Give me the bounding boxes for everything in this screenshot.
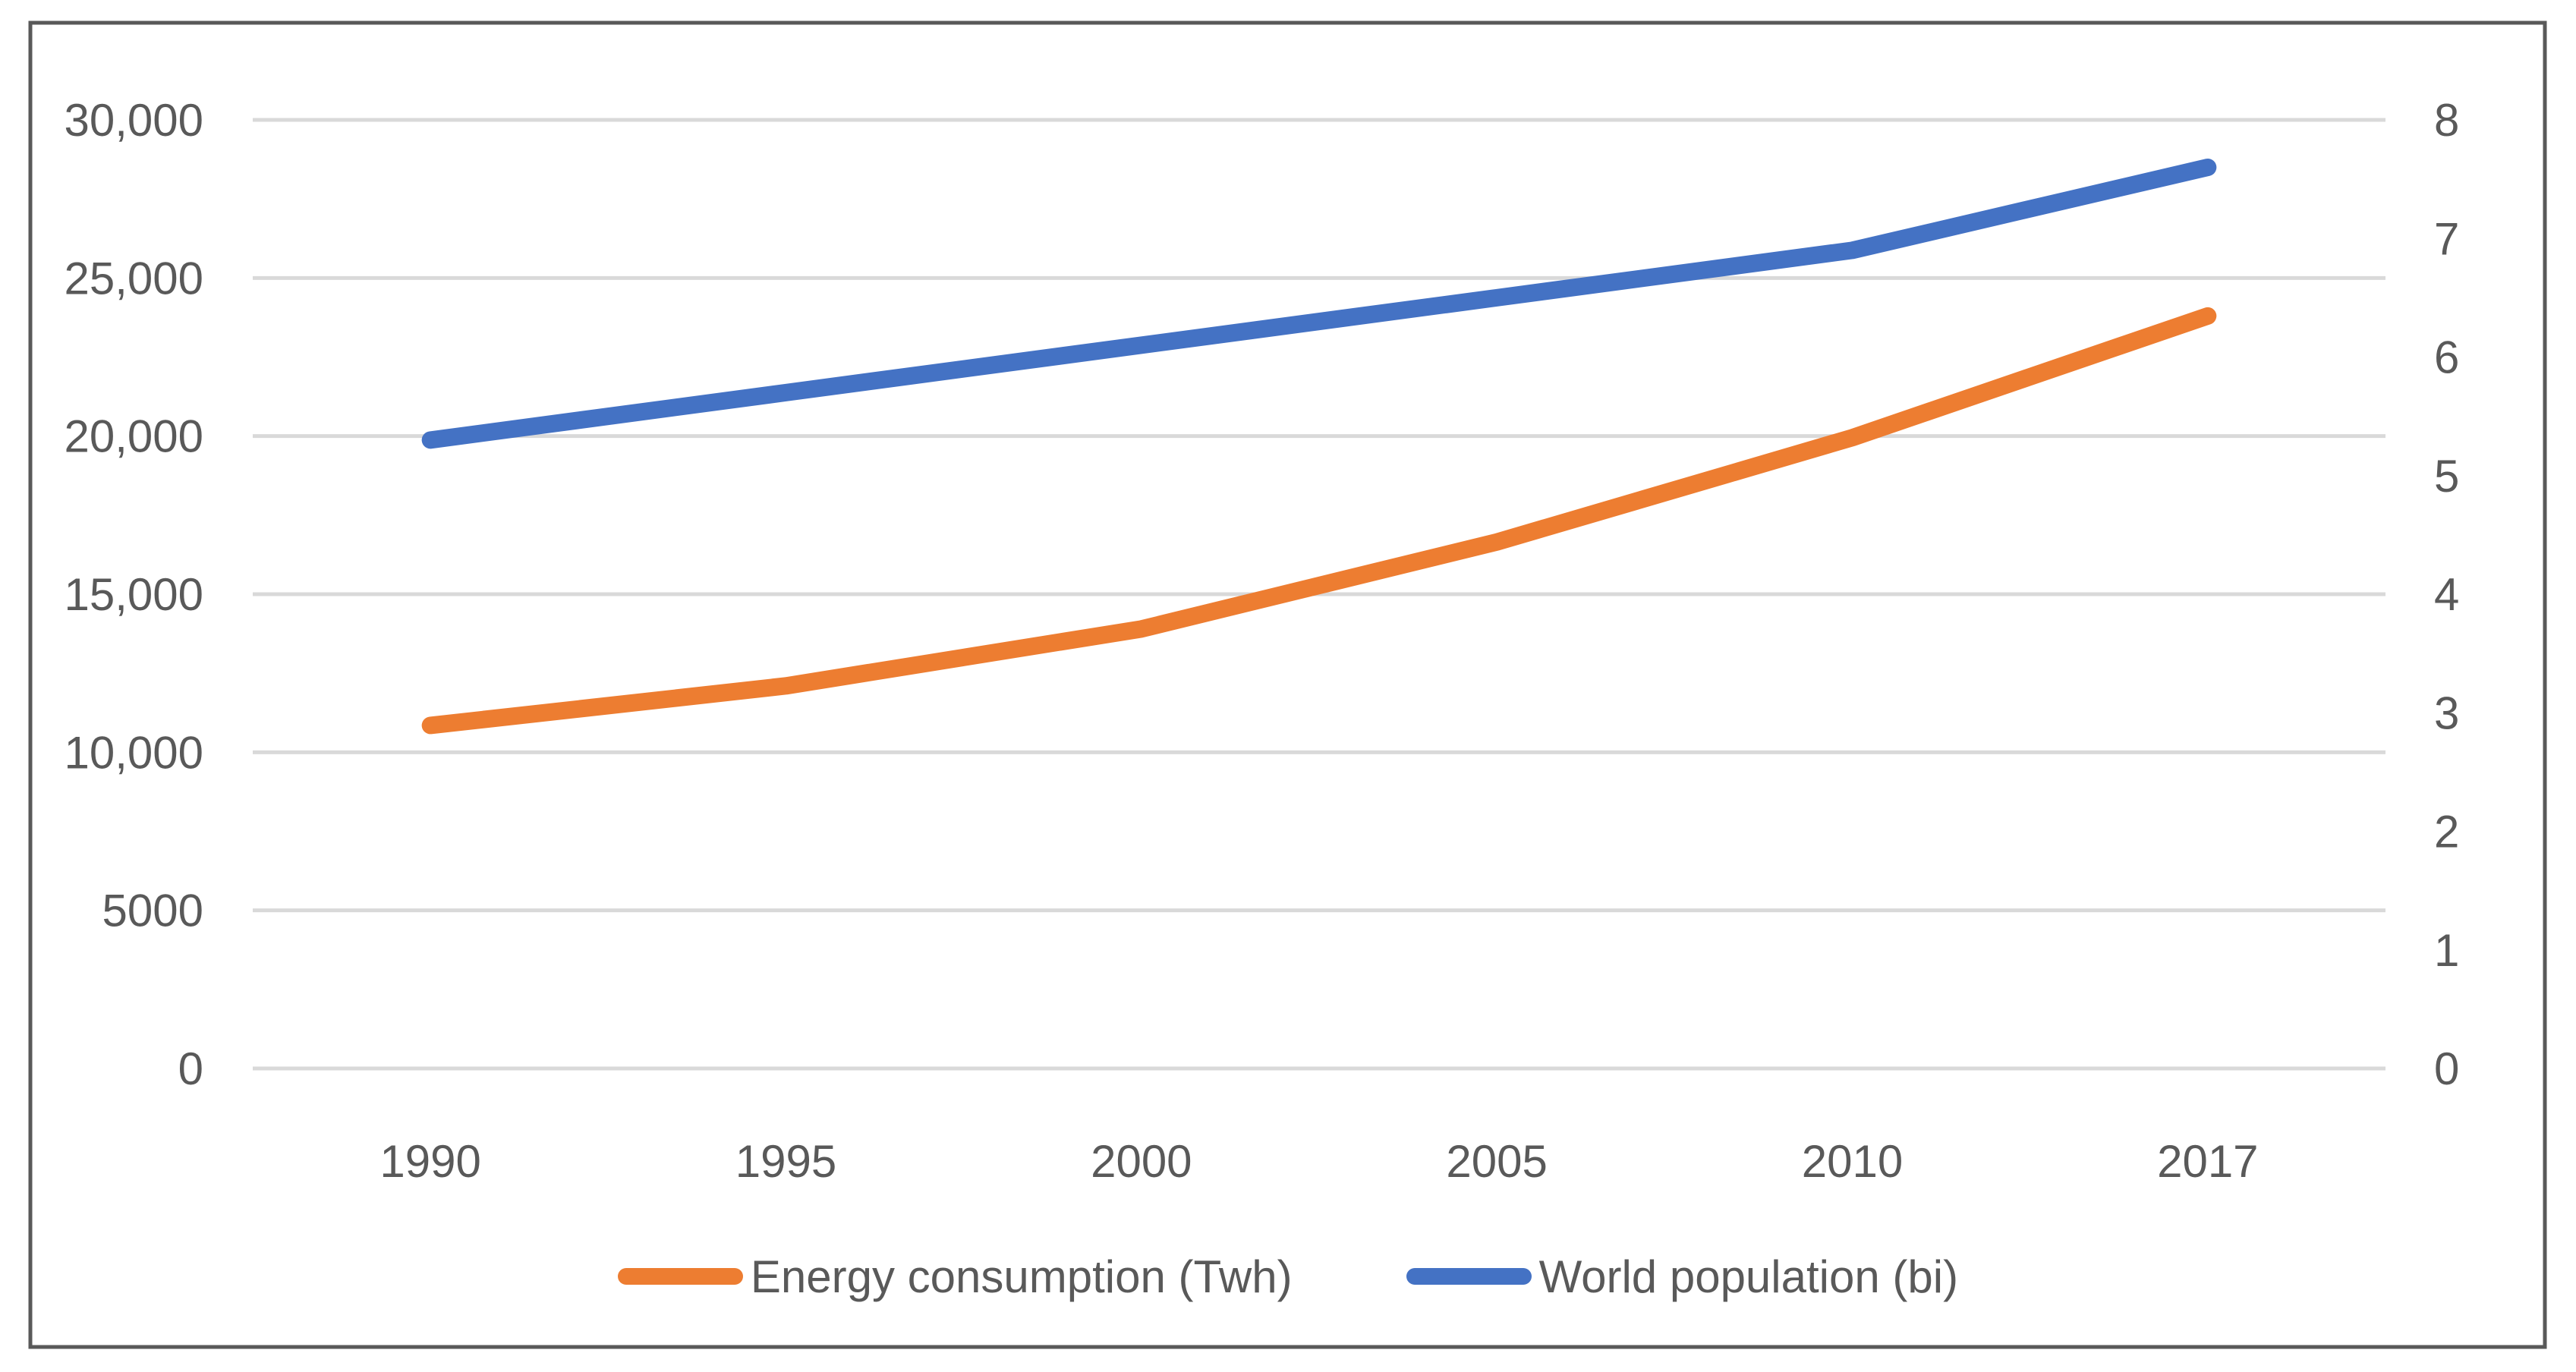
- y-axis-right-tick-label: 3: [2434, 688, 2459, 738]
- y-axis-left-tick-label: 15,000: [64, 569, 203, 620]
- x-axis-tick-label: 2017: [2157, 1136, 2258, 1187]
- y-axis-left-tick-label: 10,000: [64, 727, 203, 778]
- y-axis-left-tick-label: 25,000: [64, 253, 203, 304]
- y-axis-right-tick-label: 4: [2434, 569, 2459, 620]
- energy-consumption-line: [421, 307, 2217, 735]
- chart-border: [28, 20, 2547, 1349]
- y-axis-left-tick-label: 5000: [102, 886, 203, 936]
- x-axis-tick-label: 2005: [1446, 1136, 1547, 1187]
- x-axis-tick-label: 1995: [735, 1136, 836, 1187]
- x-axis-tick-label: 1990: [379, 1136, 480, 1187]
- y-axis-left-tick-label: 20,000: [64, 411, 203, 462]
- y-axis-right-tick-label: 6: [2434, 332, 2459, 383]
- y-axis-right-tick-label: 2: [2434, 807, 2459, 858]
- y-axis-right-tick-label: 1: [2434, 925, 2459, 976]
- y-axis-right-tick-label: 8: [2434, 95, 2459, 146]
- x-axis-tick-label: 2010: [1802, 1136, 1903, 1187]
- y-axis-left-tick-label: 0: [178, 1043, 203, 1094]
- world-population-line: [421, 159, 2217, 449]
- y-axis-right-tick-label: 5: [2434, 451, 2459, 502]
- y-axis-right-tick-label: 0: [2434, 1043, 2459, 1094]
- y-axis-left-tick-label: 30,000: [64, 95, 203, 146]
- x-axis-tick-label: 2000: [1091, 1136, 1192, 1187]
- y-axis-right-tick-label: 7: [2434, 213, 2459, 264]
